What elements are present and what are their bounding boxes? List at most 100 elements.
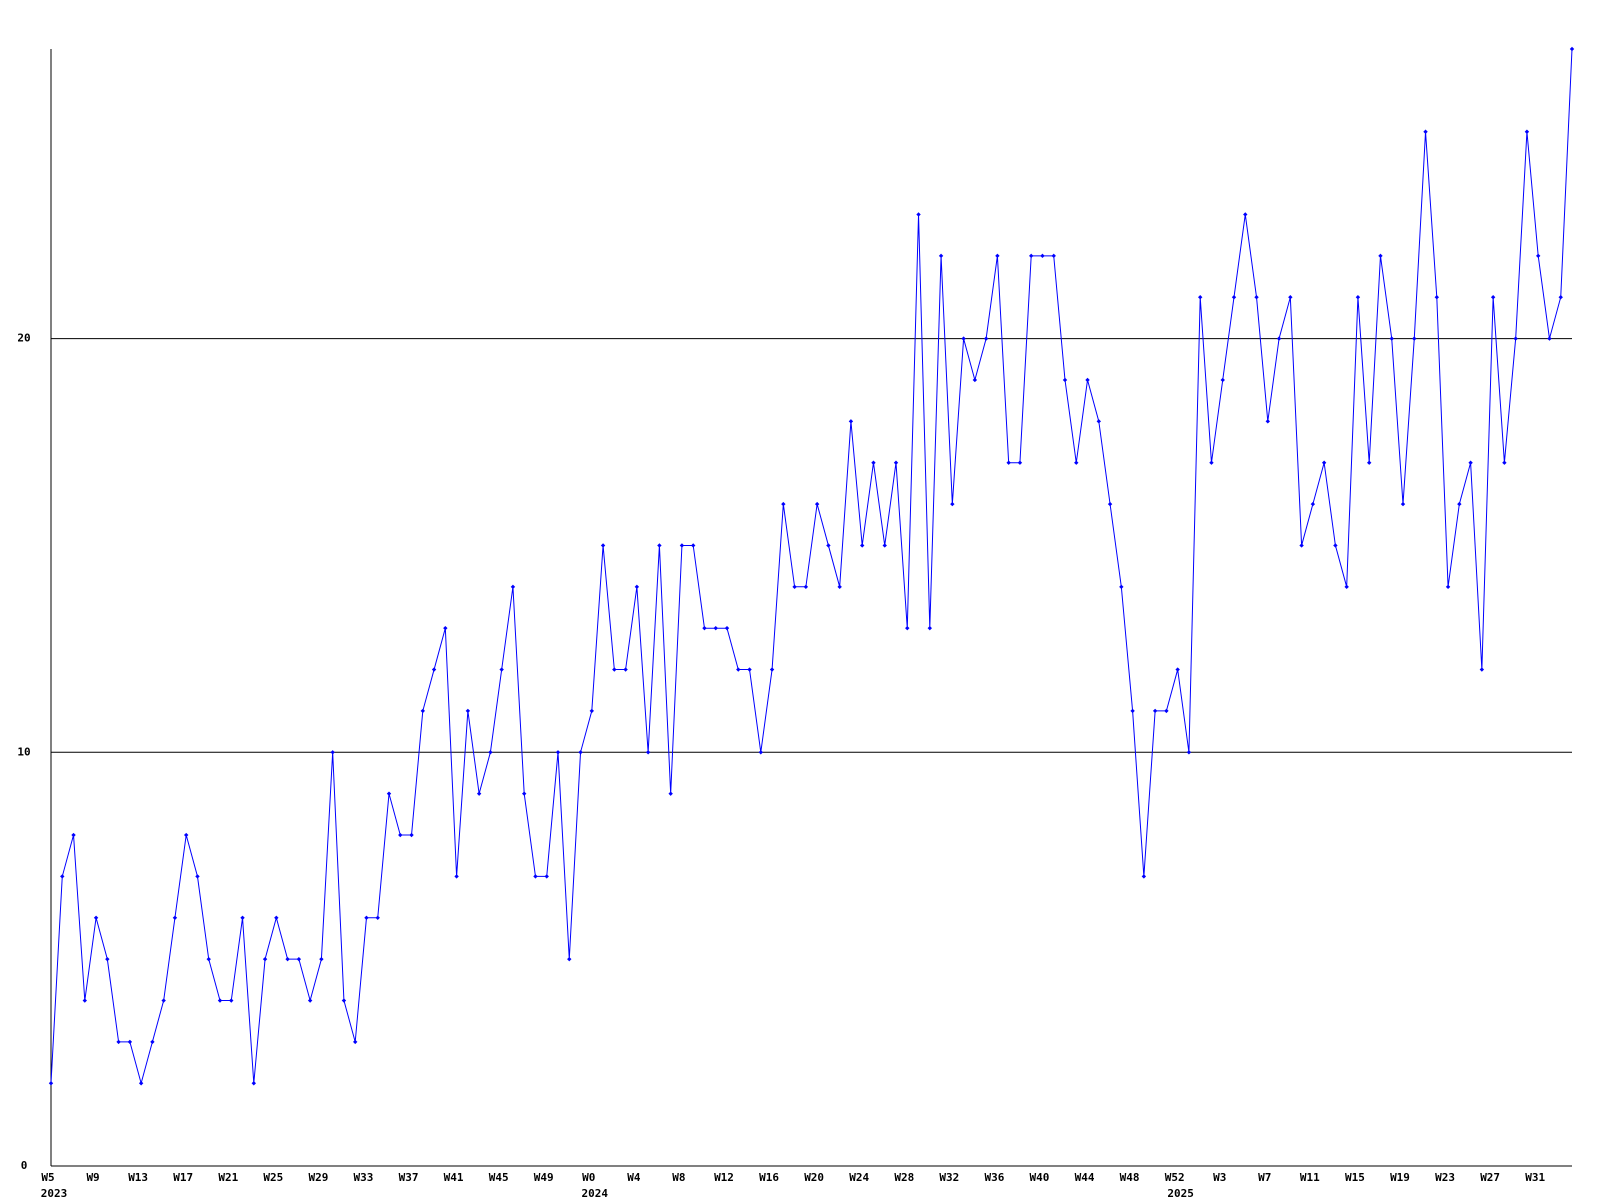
point <box>927 625 932 631</box>
point <box>803 584 809 590</box>
point <box>1288 295 1293 300</box>
point <box>1547 336 1552 341</box>
point <box>1490 295 1496 300</box>
x-tick-label: W20 <box>804 1171 824 1184</box>
x-tick-label: W33 <box>354 1171 374 1184</box>
point <box>307 998 313 1003</box>
point <box>116 1039 121 1045</box>
y-tick-label: 20 <box>17 332 30 345</box>
point <box>1344 584 1349 590</box>
point <box>262 956 268 962</box>
point <box>848 419 854 424</box>
point <box>1029 253 1034 259</box>
point <box>702 625 707 631</box>
point <box>1445 584 1451 590</box>
point <box>138 1081 144 1086</box>
point <box>668 791 673 796</box>
point <box>319 956 324 962</box>
point <box>82 998 87 1003</box>
point <box>792 584 797 590</box>
point <box>657 543 662 548</box>
year-label: 2025 <box>1167 1187 1194 1200</box>
x-tick-label: W25 <box>263 1171 283 1184</box>
point <box>206 956 211 962</box>
point <box>544 874 549 879</box>
point <box>488 750 493 755</box>
point <box>161 998 166 1003</box>
point <box>296 956 302 962</box>
point <box>814 501 820 507</box>
point <box>1457 501 1462 507</box>
point <box>983 336 989 341</box>
point <box>961 336 966 341</box>
point <box>443 625 448 631</box>
point <box>510 584 516 590</box>
point <box>1220 377 1225 383</box>
point <box>454 874 459 879</box>
x-tick-label: W36 <box>984 1171 1004 1184</box>
point <box>1265 419 1270 424</box>
point <box>634 584 640 590</box>
point <box>555 750 561 755</box>
point <box>1186 750 1192 755</box>
point <box>882 543 887 548</box>
x-tick-label: W11 <box>1300 1171 1320 1184</box>
point <box>747 667 752 672</box>
point <box>127 1039 133 1045</box>
point <box>1096 419 1101 424</box>
point <box>1524 129 1530 134</box>
point <box>893 460 899 465</box>
point <box>1310 501 1316 507</box>
x-tick-label: W16 <box>759 1171 779 1184</box>
point <box>623 667 628 672</box>
x-tick-label: W3 <box>1213 1171 1226 1184</box>
point <box>1502 460 1507 465</box>
point <box>1299 543 1304 548</box>
x-tick-label: W5 <box>41 1171 54 1184</box>
point <box>217 998 223 1003</box>
point <box>1243 212 1248 217</box>
point <box>1164 708 1169 714</box>
point <box>781 501 786 507</box>
point <box>1400 501 1406 507</box>
point <box>60 874 65 879</box>
x-tick-label: W13 <box>128 1171 148 1184</box>
point <box>1254 295 1259 300</box>
point <box>386 791 392 796</box>
y-tick-label: 0 <box>21 1159 28 1172</box>
x-tick-label: W4 <box>627 1171 641 1184</box>
point <box>274 915 279 920</box>
x-tick-label: W52 <box>1165 1171 1185 1184</box>
x-tick-label: W32 <box>939 1171 959 1184</box>
year-label: 2023 <box>41 1187 68 1200</box>
point <box>71 832 76 838</box>
x-tick-label: W0 <box>582 1171 595 1184</box>
point <box>1130 708 1135 714</box>
x-tick-label: W48 <box>1120 1171 1140 1184</box>
x-tick-label: W19 <box>1390 1171 1410 1184</box>
point <box>1355 295 1361 300</box>
x-tick-label: W9 <box>86 1171 99 1184</box>
point <box>409 832 414 838</box>
point <box>1558 295 1563 300</box>
point <box>1423 129 1428 134</box>
point <box>1141 874 1147 879</box>
point <box>353 1039 358 1045</box>
point <box>364 915 369 920</box>
point <box>1006 460 1011 465</box>
x-tick-label: W41 <box>444 1171 464 1184</box>
point <box>589 708 594 714</box>
point <box>105 956 110 962</box>
point <box>1479 667 1485 672</box>
x-tick-label: W23 <box>1435 1171 1455 1184</box>
x-tick-label: W27 <box>1480 1171 1500 1184</box>
point <box>567 956 572 962</box>
point <box>1085 377 1090 383</box>
point <box>679 543 685 548</box>
x-tick-label: W44 <box>1075 1171 1095 1184</box>
point <box>375 915 380 920</box>
point <box>1074 460 1079 465</box>
point <box>1198 295 1203 300</box>
